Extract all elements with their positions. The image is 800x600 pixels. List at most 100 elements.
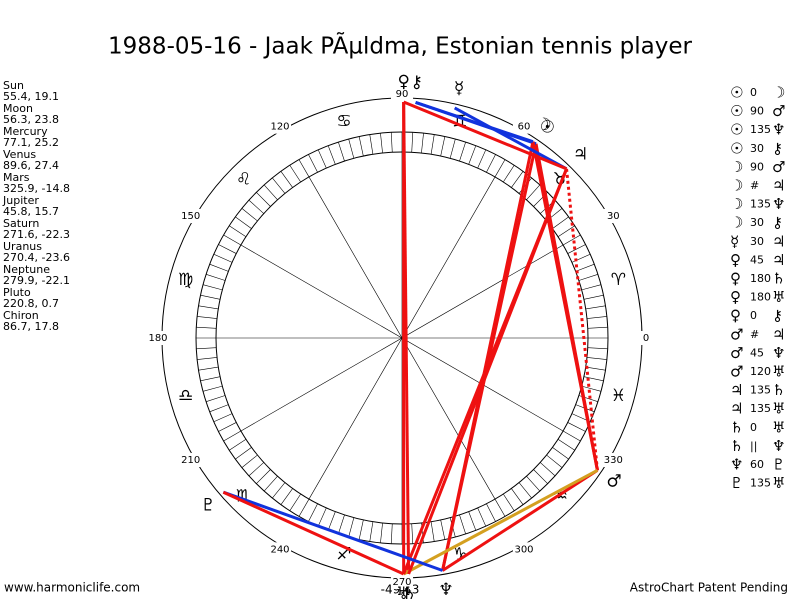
planet-name: Venus [3,148,36,161]
ring-tick [369,134,374,155]
aspect-planet-b: ♄ [772,381,785,399]
zodiac-sign: ♋ [336,112,351,132]
degree-label: 60 [518,122,531,133]
ring-tick [503,493,515,511]
ring-tick [197,357,218,360]
planet-position: 77.1, 25.2 [3,136,59,149]
ring-tick [430,521,435,542]
planet-name: Uranus [3,240,42,253]
aspect-planet-a: ☿ [730,232,739,250]
planet-glyph: ♇ [201,495,216,515]
zodiac-sign: ♎ [178,386,193,406]
ring-tick [459,514,466,535]
ring-tick [449,138,456,159]
ring-tick [298,159,310,178]
ring-tick [518,482,532,499]
ring-tick [585,305,606,310]
ring-tick [583,294,604,300]
ring-tick [562,234,581,246]
label-bg [513,119,535,134]
ring-tick [567,244,586,254]
ring-tick [552,447,569,460]
ring-tick [380,133,383,154]
degree-label: 90 [396,89,409,100]
ring-tick [196,326,217,329]
aspect-planet-b: ♄ [772,270,785,288]
degree-label: 180 [148,333,167,344]
zodiac-bg [176,271,195,290]
ring-tick [540,462,556,477]
ring-tick [369,521,374,542]
aspect-planet-b: ☽ [772,84,785,102]
ring-tick [263,184,278,200]
planet-position: 325.9, -14.8 [3,182,70,195]
aspect-planet-a: ♂ [730,325,743,343]
ring-tick [209,263,229,272]
ring-tick [241,454,258,468]
aspect-planet-a: ☉ [730,84,743,102]
ring-tick [390,132,393,153]
zodiac-bg [450,545,469,564]
ring-tick [289,165,301,183]
aspect-planet-b: ♅ [772,474,785,492]
planet-glyph: ♀ [398,72,410,92]
ring-tick [223,430,242,442]
aspect-type: 60 [750,458,764,471]
aspect-type: 30 [750,235,764,248]
ring-tick [263,476,278,492]
aspect-type: 0 [750,421,757,434]
zodiac-sign: ♓ [611,386,626,406]
aspect-line [402,168,568,575]
aspect-type: 30 [750,216,764,229]
aspect-line [403,100,568,171]
degree-label: 240 [270,544,289,555]
ring-tick [202,385,223,392]
ring-tick [511,488,524,505]
aspect-type: 0 [750,86,757,99]
footer-right: AstroChart Patent Pending [630,581,788,595]
aspect-planet-a: ☉ [730,139,743,157]
ring-tick [586,316,607,319]
label-bg [602,453,625,467]
aspect-type: # [750,328,759,341]
degree-label: 210 [181,455,200,466]
ring-tick [280,171,293,188]
ring-tick [575,263,595,272]
ring-tick [587,347,608,350]
aspect-line [222,490,405,576]
aspect-planet-b: ♆ [772,344,785,362]
label-bg [179,209,202,223]
ring-tick [486,154,496,173]
aspect-planet-b: ♃ [772,232,785,250]
ring-tick [526,476,541,492]
aspect-type: 180 [750,272,771,285]
ring-tick [223,234,242,246]
planet-glyph: ☿ [454,78,464,98]
title: 1988-05-16 - Jaak PÃµldma, Estonian tenn… [108,32,692,60]
planet-name: Pluto [3,286,31,299]
aspect-planet-b: ♆ [772,437,785,455]
aspect-line [402,468,599,576]
aspect-type: 90 [750,105,764,118]
ring-tick [196,347,217,350]
aspect-planet-a: ♀ [730,270,741,288]
aspect-type: # [750,179,759,192]
ring-tick [200,376,221,382]
aspect-planet-b: ♃ [772,251,785,269]
ring-tick [248,199,264,214]
aspect-planet-a: ☉ [730,102,743,120]
aspect-planet-b: ♃ [772,325,785,343]
ring-tick [317,507,327,527]
ring-tick [272,177,286,194]
aspect-planet-a: ☽ [730,214,743,232]
aspect-line [453,106,568,171]
ring-tick [348,517,355,538]
ring-tick [198,366,219,371]
ring-tick [205,274,226,281]
ring-tick [581,385,602,392]
ring-tick [256,469,271,484]
ring-tick [477,149,487,169]
planet-position: 86.7, 17.8 [3,320,59,333]
ring-tick [213,253,233,263]
aspect-planet-b: ♅ [772,418,785,436]
